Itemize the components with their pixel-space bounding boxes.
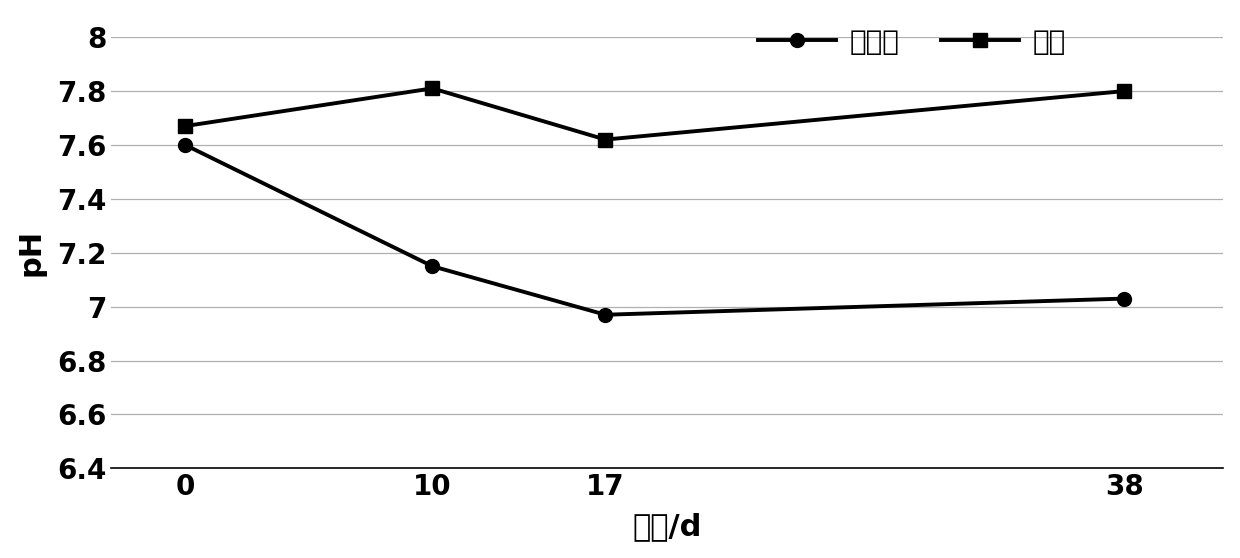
Y-axis label: pH: pH bbox=[16, 229, 46, 276]
调理剂 bbox=[425, 263, 440, 270]
对照 bbox=[425, 85, 440, 92]
对照 bbox=[598, 136, 613, 143]
调理剂 bbox=[598, 311, 613, 318]
Line: 对照: 对照 bbox=[179, 81, 1131, 147]
Line: 调理剂: 调理剂 bbox=[179, 138, 1131, 321]
对照 bbox=[1117, 88, 1132, 94]
X-axis label: 时间/d: 时间/d bbox=[632, 512, 702, 541]
调理剂 bbox=[1117, 295, 1132, 302]
对照 bbox=[177, 123, 192, 129]
调理剂 bbox=[177, 142, 192, 148]
Legend: 调理剂, 对照: 调理剂, 对照 bbox=[746, 17, 1078, 67]
